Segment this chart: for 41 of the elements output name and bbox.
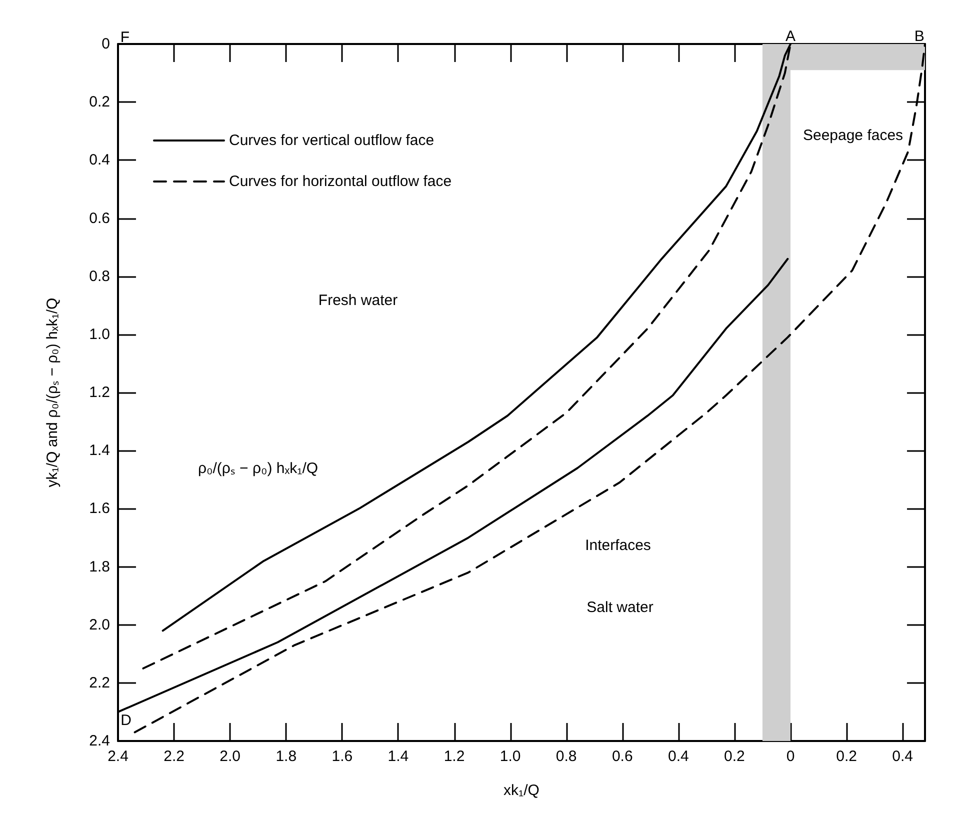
- x-tick-label: 1.8: [276, 748, 297, 765]
- y-tick-label: 0.8: [89, 268, 110, 285]
- y-tick-label: 1.4: [89, 442, 110, 460]
- x-tick-label: 1.0: [500, 748, 521, 765]
- y-tick-label: 1.0: [89, 326, 110, 343]
- annotation: Seepage faces: [802, 127, 904, 144]
- annotation: Salt water: [586, 599, 654, 616]
- x-tick-label: 1.6: [332, 748, 353, 765]
- x-tick-label: 0: [786, 748, 795, 765]
- x-tick-label: 0.8: [556, 748, 577, 765]
- x-axis-title: xk₁/Q: [504, 782, 540, 799]
- y-tick-label: 0.4: [89, 152, 110, 169]
- y-tick-label: 0.6: [89, 210, 110, 227]
- y-tick-label: 1.2: [89, 384, 110, 401]
- x-tick-label: 1.2: [444, 748, 465, 765]
- annotation: ρ₀/(ρₛ − ρ₀) hₓk₁/Q: [198, 460, 318, 477]
- annotation: Interfaces: [585, 537, 651, 554]
- y-tick-label: 0: [102, 36, 110, 52]
- x-tick-label: 2.0: [220, 748, 241, 765]
- legend-label: Curves for vertical outflow face: [229, 132, 434, 149]
- x-tick-label: 2.2: [164, 748, 184, 765]
- annotation: B: [914, 28, 924, 45]
- x-tick-label: 0.4: [892, 748, 914, 765]
- y-tick-label: 2.2: [89, 674, 110, 692]
- x-tick-label: 0.2: [836, 748, 857, 765]
- y-tick-label: 2.4: [89, 732, 110, 750]
- x-tick-label: 0.6: [612, 748, 633, 765]
- x-tick-label: 0.2: [724, 748, 745, 765]
- annotation: Fresh water: [318, 292, 398, 309]
- y-tick-label: 2.0: [89, 616, 110, 634]
- y-tick-label: 0.2: [89, 94, 110, 111]
- y-axis-title: yk₁/Q and ρ₀/(ρₛ − ρ₀) hₓk₁/Q: [44, 298, 61, 488]
- x-tick-label: 1.4: [388, 748, 409, 765]
- legend-label: Curves for horizontal outflow face: [229, 173, 452, 190]
- x-tick-label: 0.4: [668, 748, 689, 765]
- x-tick-label: 2.4: [108, 748, 128, 765]
- y-tick-label: 1.6: [89, 500, 110, 518]
- annotation: A: [785, 28, 796, 45]
- annotation: D: [120, 712, 132, 729]
- y-tick-label: 1.8: [89, 558, 110, 576]
- annotation: F: [120, 29, 130, 46]
